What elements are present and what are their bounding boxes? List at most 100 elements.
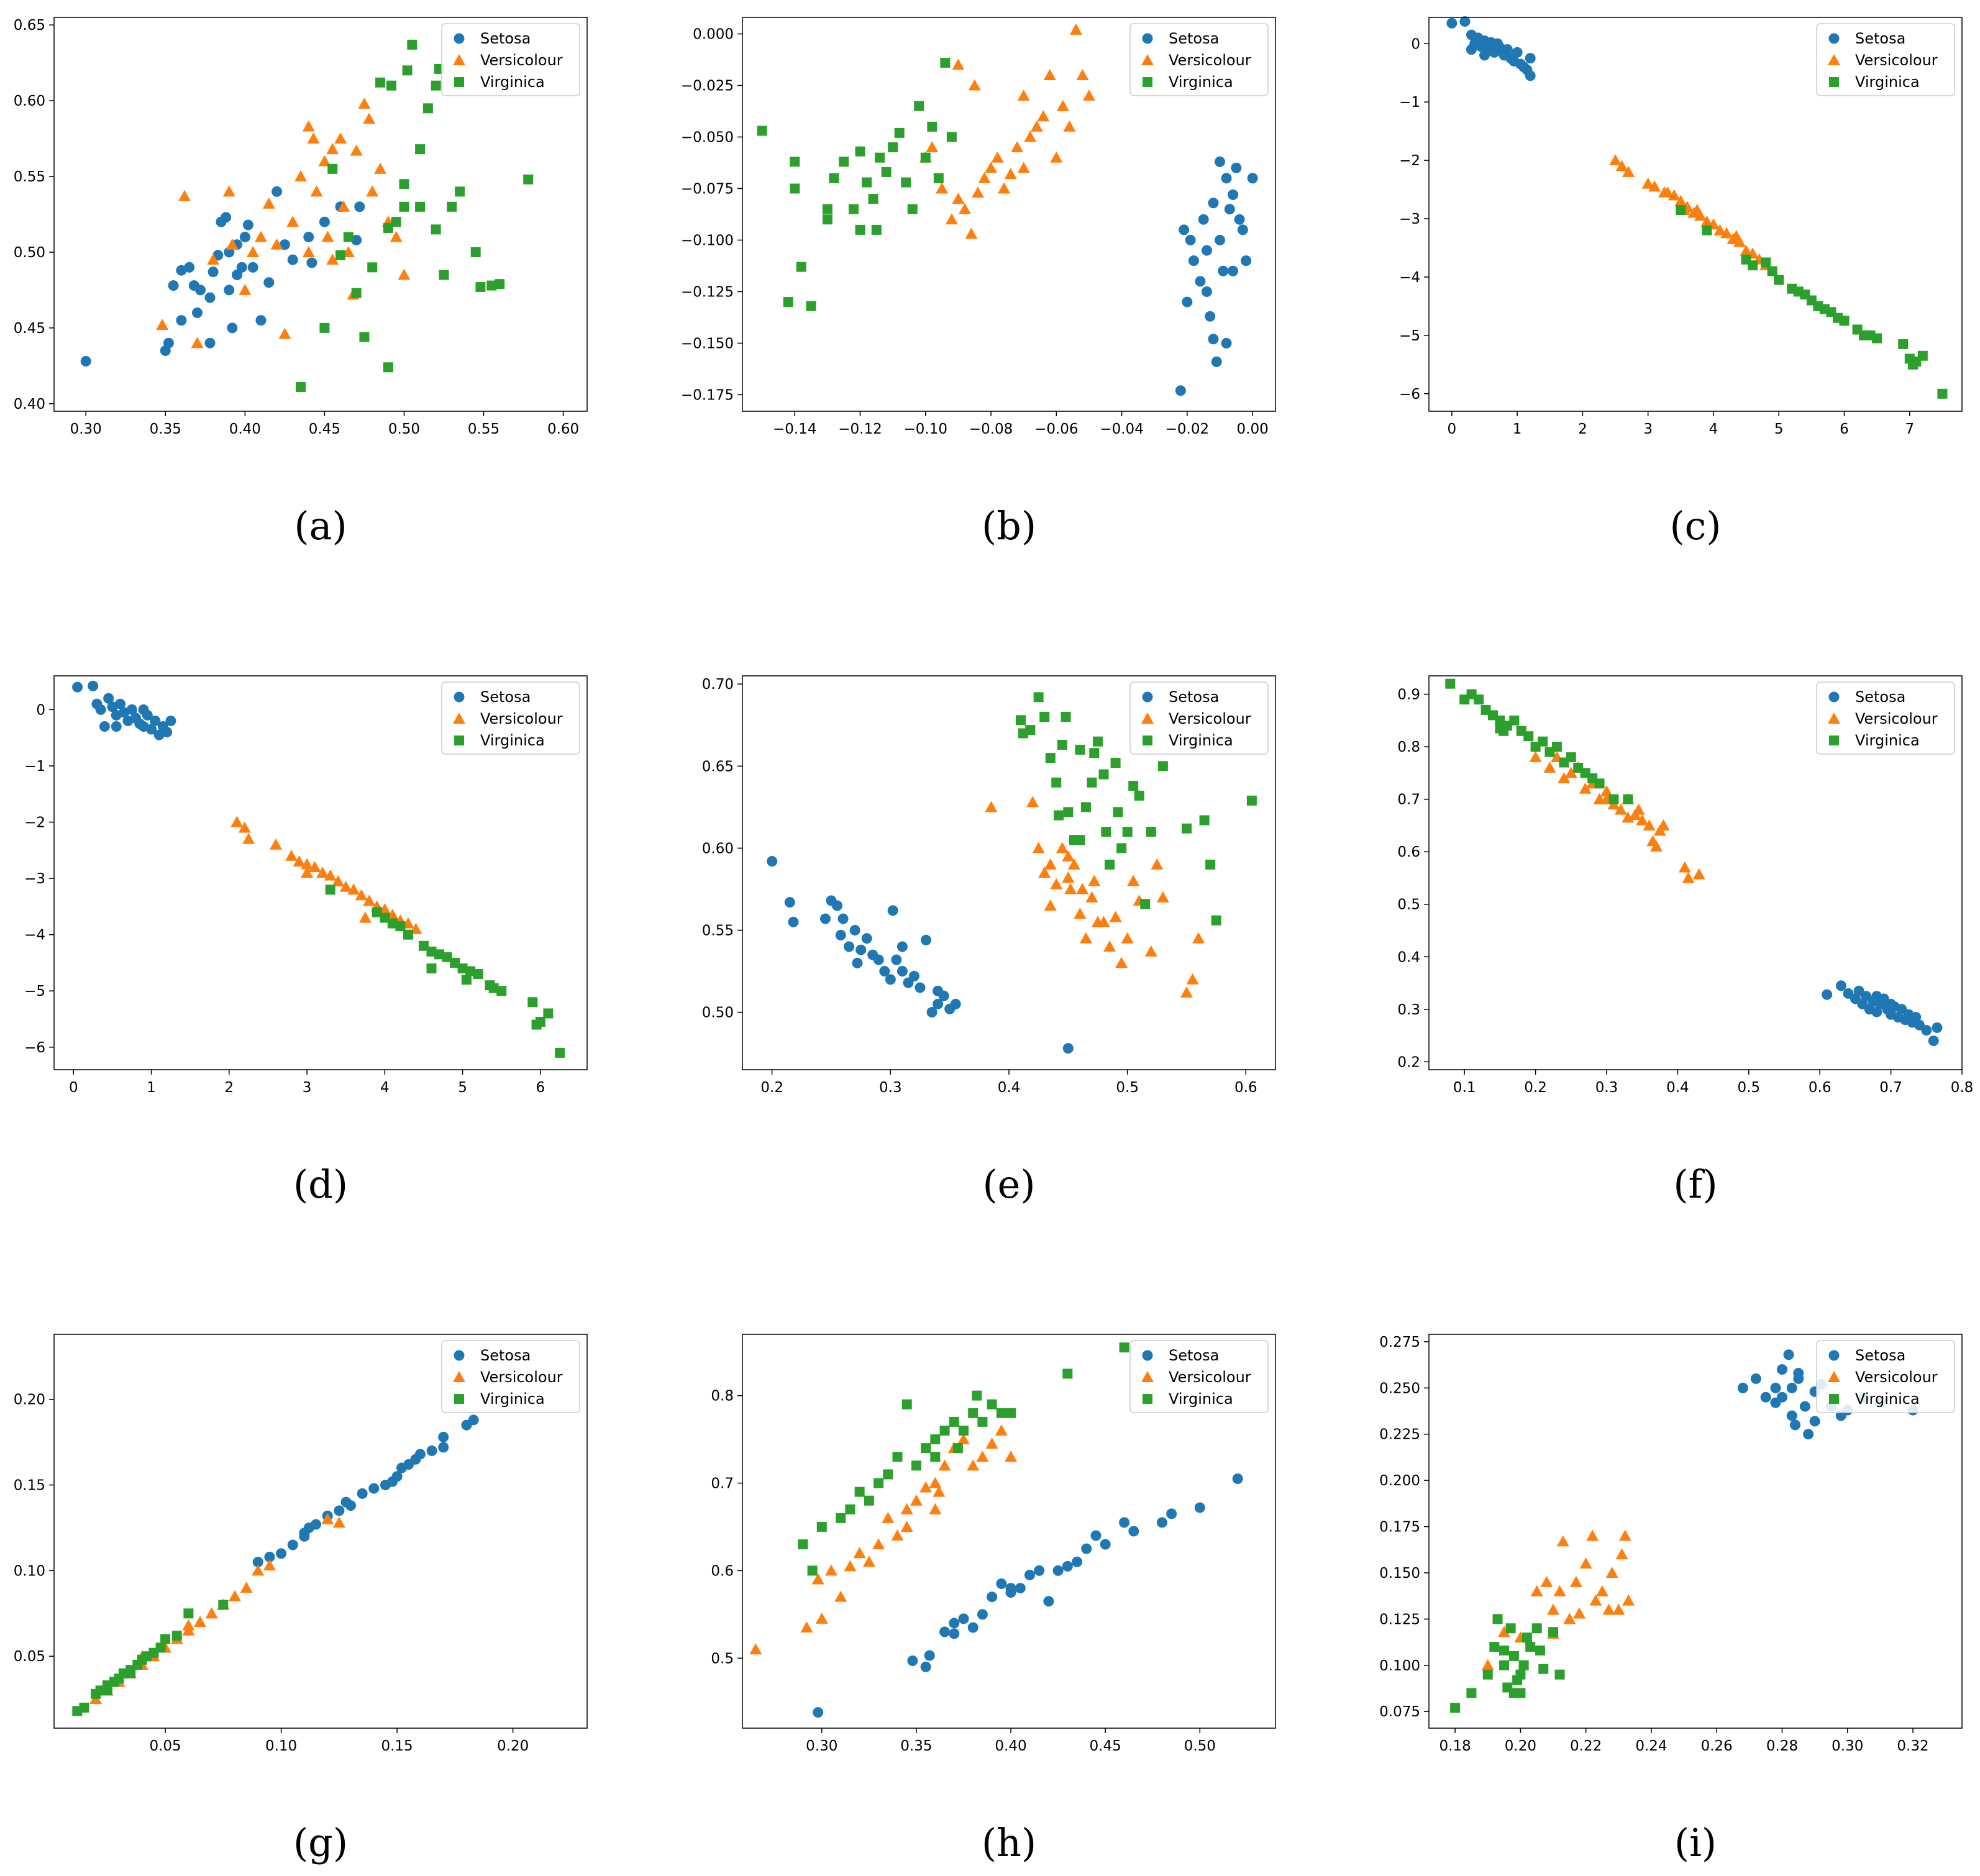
data-point-versicolour	[1011, 141, 1024, 153]
data-point-versicolour	[194, 1616, 207, 1628]
data-point-virginica	[1702, 225, 1712, 235]
data-point-versicolour	[1151, 858, 1164, 870]
data-point-virginica	[475, 282, 486, 293]
legend-marker-versicolour	[1141, 1371, 1154, 1382]
data-point-versicolour	[933, 1485, 946, 1497]
data-point-virginica	[1157, 761, 1168, 772]
data-point-versicolour	[1648, 180, 1661, 192]
data-point-versicolour	[929, 1477, 942, 1488]
data-point-setosa	[1770, 1397, 1781, 1408]
plot-frame	[1428, 17, 1963, 412]
data-point-virginica	[977, 1416, 988, 1427]
x-tick-label: 1	[147, 1080, 156, 1096]
data-point-virginica	[434, 949, 445, 960]
data-point-virginica	[987, 1399, 997, 1409]
data-point-virginica	[387, 918, 398, 929]
data-point-setosa	[1871, 1006, 1882, 1018]
data-point-versicolour	[749, 1643, 762, 1655]
data-point-setosa	[885, 974, 896, 985]
data-point-versicolour	[1614, 803, 1627, 815]
x-tick-label: 0	[1448, 421, 1457, 437]
plot-frame	[53, 675, 588, 1070]
data-point-versicolour	[1540, 1575, 1553, 1587]
data-point-setosa	[354, 201, 365, 212]
data-point-virginica	[1538, 1664, 1549, 1674]
data-point-setosa	[1502, 44, 1513, 55]
data-point-versicolour	[1056, 842, 1069, 854]
legend-label-virginica: Virginica	[480, 732, 545, 749]
data-point-setosa	[95, 704, 106, 715]
data-point-versicolour	[1605, 1566, 1618, 1578]
data-point-setosa	[111, 721, 122, 732]
data-point-versicolour	[242, 832, 255, 844]
series-virginica	[325, 885, 565, 1058]
data-point-versicolour	[1602, 1603, 1615, 1615]
data-point-virginica	[822, 214, 833, 225]
data-point-virginica	[1518, 1660, 1529, 1670]
data-point-setosa	[908, 970, 919, 981]
data-point-versicolour	[1017, 162, 1030, 173]
data-point-setosa	[1208, 198, 1219, 209]
data-point-versicolour	[1180, 986, 1193, 998]
data-point-virginica	[855, 224, 865, 235]
data-point-setosa	[1194, 1502, 1205, 1513]
data-point-versicolour	[238, 821, 251, 833]
data-point-virginica	[1062, 1368, 1073, 1379]
panel-caption: (b)	[982, 503, 1036, 549]
data-point-versicolour	[334, 132, 347, 144]
data-point-virginica	[343, 232, 354, 242]
data-point-virginica	[125, 1668, 136, 1678]
data-point-virginica	[894, 127, 905, 138]
data-point-versicolour	[239, 283, 252, 295]
data-point-setosa	[852, 957, 863, 968]
data-point-virginica	[1246, 795, 1257, 806]
data-point-versicolour	[1043, 68, 1056, 80]
data-point-virginica	[1508, 1651, 1519, 1661]
data-point-setosa	[1234, 214, 1245, 225]
legend-label-virginica: Virginica	[1169, 1390, 1233, 1408]
data-point-versicolour	[302, 120, 315, 132]
y-tick-label: 0.5	[711, 1651, 734, 1667]
data-point-setosa	[1090, 1530, 1102, 1541]
y-tick-label: −3	[1399, 211, 1420, 227]
data-point-versicolour	[1643, 819, 1656, 831]
x-tick-label: 2	[1578, 421, 1587, 437]
data-point-virginica	[496, 986, 507, 996]
data-point-virginica	[1075, 744, 1085, 755]
data-point-setosa	[967, 1622, 979, 1633]
data-point-virginica	[1482, 1669, 1493, 1680]
data-point-virginica	[473, 969, 483, 980]
data-point-versicolour	[350, 144, 363, 156]
data-point-virginica	[862, 177, 872, 188]
x-tick-label: 0.35	[150, 421, 181, 437]
scatter-panel-c: 0 1 2 3 4 5 6 7 0 −1 −2 −3 −4 −5 −6 Setosa Versicolour Vi…	[1399, 16, 1963, 549]
data-point-virginica	[1499, 1645, 1510, 1655]
y-tick-label: 0	[36, 702, 45, 718]
data-point-versicolour	[269, 838, 282, 850]
y-tick-label: 0.05	[14, 1649, 45, 1665]
data-point-versicolour	[1595, 1585, 1608, 1596]
data-point-setosa	[1799, 1401, 1810, 1412]
data-point-setosa	[887, 905, 898, 916]
y-tick-label: 0.7	[1397, 792, 1420, 808]
data-point-setosa	[252, 1557, 263, 1568]
data-point-versicolour	[1615, 1548, 1628, 1560]
x-tick-label: 0.45	[309, 421, 340, 437]
data-point-virginica	[855, 146, 865, 157]
data-point-setosa	[1232, 1473, 1243, 1484]
data-point-virginica	[155, 1642, 166, 1653]
y-tick-label: 0.4	[1397, 949, 1420, 965]
legend-box	[1129, 681, 1269, 755]
y-tick-label: 0.20	[14, 1392, 45, 1408]
data-point-versicolour	[326, 253, 339, 265]
data-point-virginica	[171, 1631, 182, 1641]
legend-box	[1816, 23, 1955, 96]
data-point-versicolour	[1682, 872, 1695, 883]
x-tick-label: 0.50	[388, 421, 420, 437]
data-point-versicolour	[270, 238, 283, 250]
data-point-versicolour	[952, 58, 965, 70]
data-point-setosa	[1836, 980, 1847, 991]
legend-marker-setosa	[1828, 691, 1840, 703]
data-point-virginica	[431, 80, 441, 91]
data-point-setosa	[163, 337, 174, 348]
